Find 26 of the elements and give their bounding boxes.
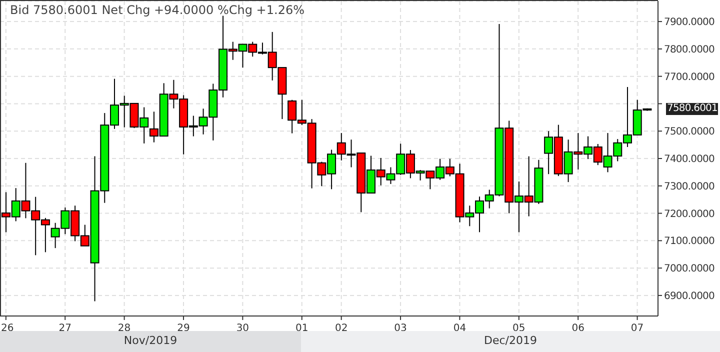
x-tick-label: 26 xyxy=(1,323,14,334)
x-tick-label: 06 xyxy=(572,323,584,334)
x-tick-label: 03 xyxy=(394,323,407,334)
text: Dec/2019 xyxy=(483,334,538,347)
x-tick-label: 01 xyxy=(296,323,308,334)
x-tick-label: 05 xyxy=(512,323,526,334)
y-tick-label: 7300.0000 xyxy=(664,181,715,192)
text: Nov/2019 xyxy=(122,334,178,347)
x-tick-label: 07 xyxy=(630,323,644,334)
chart-title: Bid 7580.6001 Net Chg +94.0000 %Chg +1.26% xyxy=(10,3,304,17)
y-tick-label: 7800.0000 xyxy=(664,44,715,56)
y-tick-label: 7200.0000 xyxy=(664,208,715,220)
x-tick-label: 29 xyxy=(177,323,190,334)
x-tick-label: 02 xyxy=(334,323,348,334)
y-tick-label: 7700.0000 xyxy=(664,72,715,83)
text: 7580.6001 xyxy=(666,102,718,115)
y-tick-label: 7900.0000 xyxy=(664,17,715,28)
y-tick-label: 7400.0000 xyxy=(664,154,715,166)
x-tick-label: 30 xyxy=(236,323,250,334)
x-tick-label: 28 xyxy=(118,323,131,334)
y-tick-label: 7500.0000 xyxy=(664,126,715,138)
y-tick-label: 6900.0000 xyxy=(664,291,715,302)
y-tick-label: 7000.0000 xyxy=(664,264,715,275)
x-tick-label: 27 xyxy=(58,323,72,334)
x-tick-label: 04 xyxy=(453,323,466,334)
y-tick-label: 7100.0000 xyxy=(664,236,715,248)
